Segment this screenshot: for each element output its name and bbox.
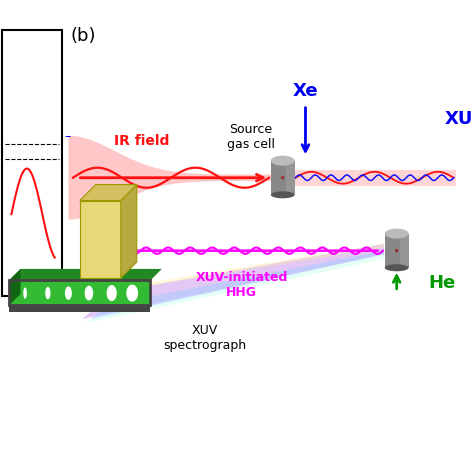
Polygon shape xyxy=(114,244,384,292)
Ellipse shape xyxy=(281,176,284,180)
Polygon shape xyxy=(68,136,273,219)
Text: XUV
spectrograph: XUV spectrograph xyxy=(164,324,247,352)
Polygon shape xyxy=(91,251,384,319)
Polygon shape xyxy=(385,234,409,268)
Ellipse shape xyxy=(395,249,399,253)
Ellipse shape xyxy=(107,285,117,301)
Ellipse shape xyxy=(385,228,409,238)
Ellipse shape xyxy=(23,287,27,299)
Text: Xe: Xe xyxy=(292,82,318,100)
Polygon shape xyxy=(9,280,150,305)
Ellipse shape xyxy=(271,155,294,165)
Text: XU: XU xyxy=(445,109,473,128)
Polygon shape xyxy=(286,161,294,195)
Text: IR field: IR field xyxy=(114,134,169,148)
Polygon shape xyxy=(84,255,384,324)
Polygon shape xyxy=(82,244,384,319)
Polygon shape xyxy=(80,201,121,278)
Ellipse shape xyxy=(271,191,294,198)
Text: Source
gas cell: Source gas cell xyxy=(227,123,275,151)
Ellipse shape xyxy=(385,264,409,271)
Text: –: – xyxy=(65,130,71,143)
Polygon shape xyxy=(271,161,294,195)
Ellipse shape xyxy=(65,286,72,300)
Polygon shape xyxy=(400,234,409,268)
Polygon shape xyxy=(121,184,137,278)
Polygon shape xyxy=(295,170,456,186)
Text: XUV-initiated
HHG: XUV-initiated HHG xyxy=(195,271,288,299)
Text: He: He xyxy=(428,273,456,292)
Ellipse shape xyxy=(45,287,51,300)
Polygon shape xyxy=(80,184,137,201)
Polygon shape xyxy=(9,305,150,312)
Ellipse shape xyxy=(126,284,138,301)
Text: (b): (b) xyxy=(71,27,96,46)
Ellipse shape xyxy=(85,286,93,301)
Polygon shape xyxy=(9,269,162,280)
Polygon shape xyxy=(9,269,20,305)
